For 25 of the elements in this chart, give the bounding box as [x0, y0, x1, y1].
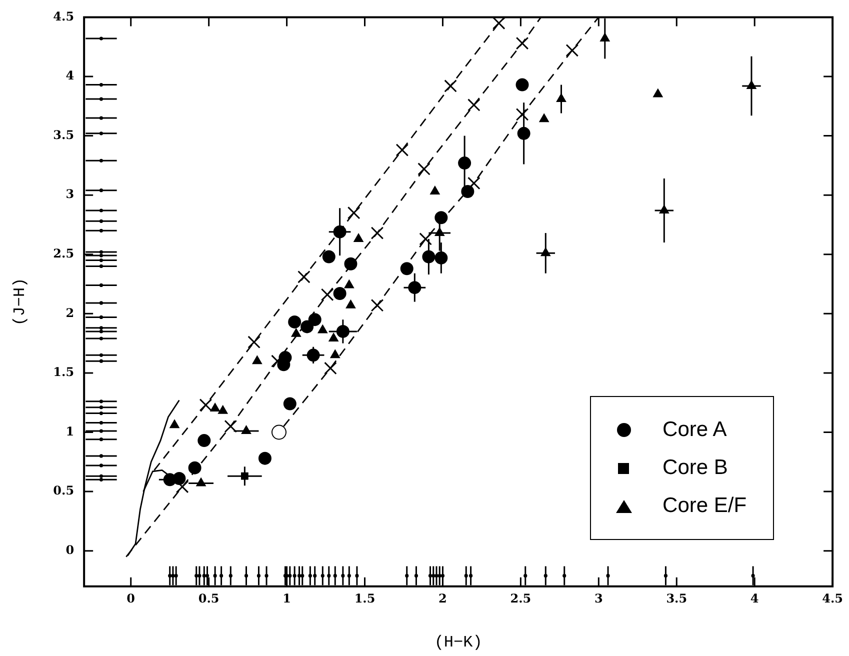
x-tick-label: 0	[126, 592, 136, 606]
x-tick-label: 4	[750, 592, 759, 606]
y-tick-label: 2	[66, 306, 74, 320]
x-tick-label: 0.5	[198, 592, 220, 606]
y-tick-label: 4.5	[53, 9, 74, 24]
x-tick-label: 2.5	[510, 592, 532, 606]
x-tick-label: 1.5	[354, 592, 376, 606]
y-tick-label: 3.5	[53, 128, 74, 142]
y-tick-label: 4	[66, 68, 74, 83]
y-tick-label: 0	[66, 542, 74, 557]
y-tick-label: 2.5	[53, 246, 74, 260]
x-axis-title: (H−K)	[434, 634, 482, 652]
x-tick-label: 3.5	[666, 592, 688, 606]
legend-label: Core A	[662, 418, 727, 442]
x-tick-label: 4.5	[822, 592, 844, 606]
y-tick-label: 3	[66, 187, 74, 202]
y-axis-title: (J−H)	[10, 278, 29, 326]
x-tick-label: 1	[282, 592, 291, 606]
x-tick-label: 2	[438, 592, 447, 606]
x-tick-label: 3	[594, 592, 603, 606]
legend-label: Core B	[662, 456, 728, 480]
legend-label: Core E/F	[662, 494, 747, 518]
y-tick-label: 1.5	[53, 365, 74, 380]
y-tick-label: 0.5	[53, 484, 74, 498]
y-tick-label: 1	[66, 424, 74, 438]
